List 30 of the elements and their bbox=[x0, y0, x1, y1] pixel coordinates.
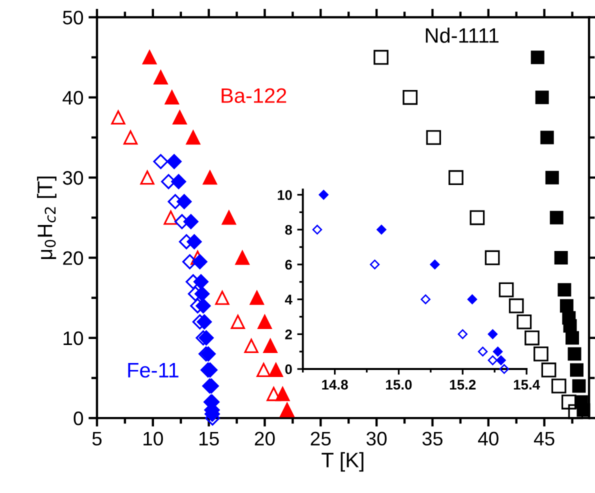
x-tick-label: 15.4 bbox=[514, 380, 540, 390]
y-tick-label: 4 bbox=[284, 294, 292, 304]
y-tick-label: 0 bbox=[74, 412, 84, 426]
y-tick-label: 8 bbox=[285, 224, 292, 235]
x-tick-label: 15 bbox=[199, 432, 219, 446]
x-tick-label: 14.8 bbox=[322, 380, 348, 390]
y-tick-label: 10 bbox=[64, 331, 84, 346]
x-tick-label: 40 bbox=[478, 432, 498, 446]
series-label: Fe-11 bbox=[128, 363, 178, 378]
y-tick-label: 2 bbox=[285, 330, 292, 340]
x-tick-label: 10 bbox=[144, 432, 163, 446]
y-tick-label: 40 bbox=[62, 90, 84, 105]
x-tick-label: 30 bbox=[366, 432, 387, 446]
x-tick-label: 20 bbox=[254, 432, 275, 446]
y-axis-title: μ$_{0}$H$_{c2}$ [T] bbox=[37, 176, 56, 259]
y-tick-label: 6 bbox=[285, 260, 292, 270]
series-label: Ba-122 bbox=[222, 88, 286, 104]
y-tick-label: 10 bbox=[278, 190, 292, 200]
x-tick-label: 15.0 bbox=[386, 380, 412, 390]
y-tick-label: 0 bbox=[285, 364, 292, 374]
x-axis-title: T [K] bbox=[322, 452, 364, 472]
y-tick-label: 30 bbox=[62, 171, 84, 185]
x-tick-label: 45 bbox=[534, 432, 554, 446]
x-tick-label: 25 bbox=[310, 432, 331, 446]
x-tick-label: 5 bbox=[92, 432, 102, 446]
x-tick-label: 35 bbox=[422, 432, 442, 446]
y-tick-label: 20 bbox=[63, 251, 84, 265]
legend-label: Nd-1111 bbox=[426, 28, 498, 43]
y-tick-label: 50 bbox=[62, 10, 84, 24]
x-tick-label: 15.2 bbox=[450, 380, 476, 390]
